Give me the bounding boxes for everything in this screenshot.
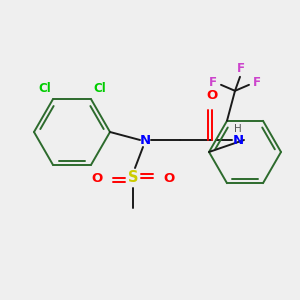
Text: F: F [253, 76, 261, 89]
Text: Cl: Cl [38, 82, 51, 95]
Text: S: S [128, 170, 138, 185]
Text: O: O [92, 172, 103, 184]
Text: Cl: Cl [93, 82, 106, 95]
Text: F: F [237, 62, 245, 75]
Text: O: O [206, 89, 218, 102]
Text: N: N [232, 134, 244, 146]
Text: H: H [234, 124, 242, 134]
Text: F: F [209, 76, 217, 89]
Text: N: N [140, 134, 151, 146]
Text: O: O [163, 172, 174, 184]
